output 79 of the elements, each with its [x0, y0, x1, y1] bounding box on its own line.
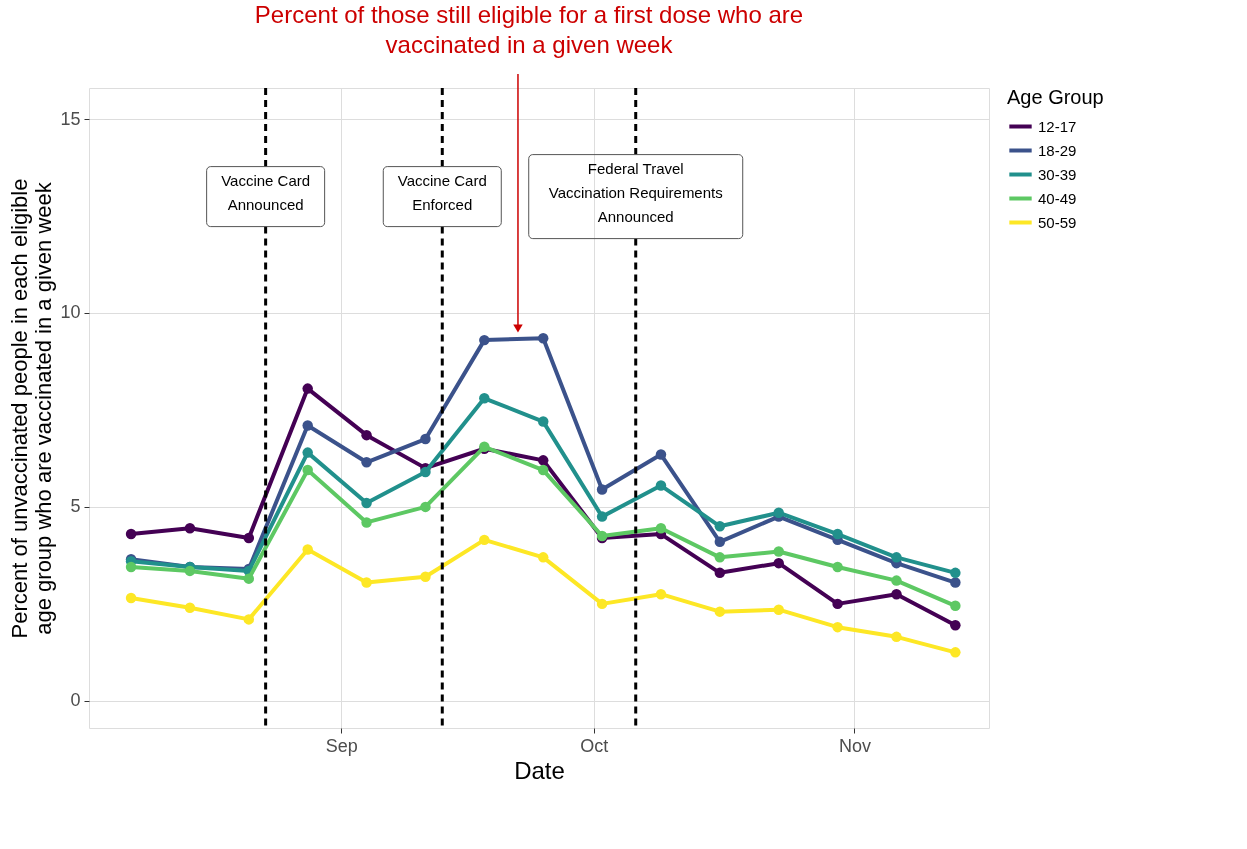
point	[655, 588, 667, 600]
y-tick-label: 0	[70, 690, 81, 711]
point	[361, 457, 372, 468]
point	[361, 497, 372, 509]
point	[714, 552, 726, 563]
point	[950, 619, 961, 631]
legend-title: Age Group	[1007, 86, 1104, 108]
point	[125, 528, 137, 540]
point	[891, 588, 902, 600]
point	[184, 565, 196, 577]
point	[773, 557, 784, 569]
point	[302, 447, 313, 458]
point	[420, 501, 431, 513]
point	[243, 614, 255, 625]
point	[773, 604, 784, 615]
point	[596, 598, 608, 610]
x-axis-title: Date	[514, 756, 565, 784]
x-tick-label: Nov	[838, 735, 871, 756]
point	[302, 544, 313, 555]
point	[950, 647, 961, 658]
point	[773, 507, 784, 518]
point	[655, 449, 667, 460]
point	[302, 383, 313, 394]
x-tick-label: Sep	[325, 735, 358, 756]
point	[361, 517, 372, 528]
ref-line-label: Vaccine Card Announced	[221, 171, 311, 213]
point	[655, 523, 667, 534]
point	[125, 561, 137, 573]
point	[537, 416, 549, 427]
ref-line-label: Federal Travel Vaccination Requirements Announced	[548, 159, 723, 225]
point	[832, 598, 843, 610]
point	[125, 592, 137, 604]
point	[714, 521, 726, 532]
legend-label: 12-17	[1038, 117, 1077, 135]
legend-label: 40-49	[1038, 189, 1077, 207]
point	[773, 546, 784, 557]
y-axis-title: Percent of unvaccinated people in each eligible age group who are vaccinated in a given week	[7, 178, 57, 639]
annotation: Percent of those still eligible for a first dose who are vaccinated in a given week	[254, 1, 804, 58]
point	[714, 536, 726, 548]
point	[537, 464, 549, 476]
y-tick-label: 5	[70, 496, 81, 517]
point	[891, 575, 902, 586]
point	[596, 511, 608, 522]
point	[832, 561, 843, 573]
point	[184, 602, 196, 613]
point	[420, 433, 431, 445]
point	[714, 606, 726, 617]
point	[950, 567, 961, 579]
point	[891, 552, 902, 563]
point	[537, 332, 549, 344]
point	[243, 573, 255, 584]
point	[479, 334, 490, 346]
point	[302, 420, 313, 431]
legend-label: 30-39	[1038, 165, 1077, 183]
point	[243, 532, 255, 544]
point	[596, 484, 608, 495]
legend-label: 18-29	[1038, 141, 1077, 159]
point	[950, 600, 961, 612]
point	[537, 455, 549, 466]
point	[479, 534, 490, 546]
point	[714, 567, 726, 579]
y-tick-label: 15	[60, 108, 81, 129]
point	[891, 631, 902, 643]
point	[479, 393, 490, 404]
point	[950, 577, 961, 588]
x-tick-label: Oct	[580, 735, 609, 756]
point	[832, 528, 843, 540]
y-tick-label: 10	[60, 302, 81, 323]
point	[420, 466, 431, 478]
point	[420, 571, 431, 582]
point	[832, 621, 843, 633]
point	[361, 429, 372, 441]
point	[184, 523, 196, 534]
point	[537, 552, 549, 563]
ref-line-label: Vaccine Card Enforced	[397, 171, 487, 213]
legend-label: 50-59	[1038, 213, 1077, 231]
point	[361, 577, 372, 588]
point	[655, 480, 667, 491]
point	[302, 464, 313, 476]
